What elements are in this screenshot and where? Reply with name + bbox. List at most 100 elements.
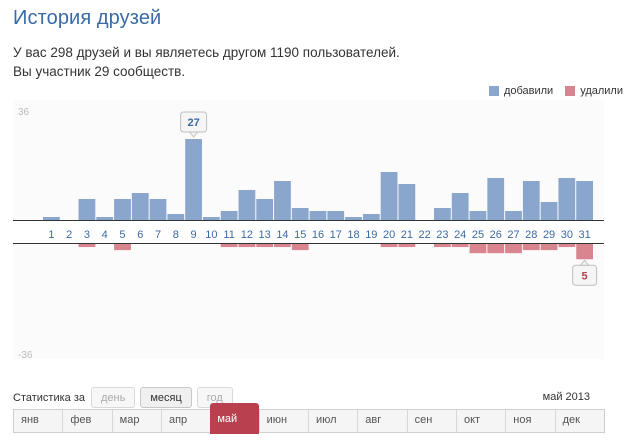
month-tab-oct[interactable]: окт — [455, 410, 506, 432]
month-tab-dec[interactable]: дек — [554, 410, 605, 432]
day-label-14: 14 — [276, 229, 288, 241]
day-label-7: 7 — [155, 229, 161, 241]
removed-bar-day-31 — [576, 244, 593, 260]
removed-bar-day-14 — [274, 244, 291, 248]
removed-bar-day-23 — [434, 244, 451, 248]
day-label-16: 16 — [312, 229, 324, 241]
added-bar-day-30 — [558, 178, 576, 220]
day-label-5: 5 — [119, 229, 125, 241]
day-label-6: 6 — [137, 229, 143, 241]
removed-bar-day-20 — [380, 244, 398, 248]
removed-bar-day-11 — [220, 244, 238, 248]
month-tab-mar[interactable]: мар — [111, 410, 161, 432]
day-label-4: 4 — [102, 229, 108, 241]
added-bar-day-15 — [291, 208, 309, 220]
added-bar-day-11 — [220, 211, 238, 220]
added-callout-pointer — [188, 131, 199, 138]
day-label-24: 24 — [454, 229, 466, 241]
period-day-button[interactable]: день — [91, 387, 136, 408]
legend-added-label: добавили — [503, 85, 554, 97]
added-bar-day-5 — [114, 199, 131, 220]
day-label-10: 10 — [205, 229, 217, 241]
period-month-button[interactable]: месяц — [140, 387, 192, 408]
day-label-11: 11 — [223, 229, 234, 241]
summary-friends-line: У вас 298 друзей и вы являетесь другом 1… — [13, 45, 400, 60]
month-tab-feb[interactable]: фев — [62, 410, 112, 432]
day-label-26: 26 — [490, 229, 502, 241]
removed-bar-day-21 — [398, 244, 416, 248]
month-tab-aug[interactable]: авг — [357, 410, 407, 432]
added-bar-day-9 — [185, 139, 202, 220]
y-max-label: 36 — [18, 107, 30, 118]
legend-removed-swatch — [565, 86, 576, 96]
removed-callout-value: 5 — [582, 270, 588, 282]
removed-bar-day-26 — [487, 244, 505, 254]
added-bar-day-21 — [398, 184, 416, 220]
friends-history-chart: 36-361 2 3 4 5 6 7 8 9 10 11 12 13 14 15 16 17 18 19 20 21 22… — [13, 100, 604, 361]
day-label-28: 28 — [525, 229, 537, 241]
day-label-29: 29 — [543, 229, 555, 241]
removed-callout-pointer — [579, 259, 590, 266]
day-label-30: 30 — [561, 229, 573, 241]
period-year-button[interactable]: год — [196, 387, 233, 408]
stats-period-selector: Статистика за день месяц год — [13, 387, 238, 408]
removed-bar-day-24 — [451, 244, 469, 248]
added-bar-day-23 — [434, 208, 451, 220]
added-bar-day-4 — [96, 217, 114, 220]
month-tab-jan[interactable]: янв — [13, 410, 63, 432]
month-tab-sep[interactable]: сен — [406, 410, 456, 432]
added-bar-day-13 — [256, 199, 274, 220]
removed-bar-day-15 — [291, 244, 309, 251]
page-title: История друзей — [13, 7, 162, 29]
day-label-18: 18 — [347, 229, 359, 241]
added-bar-day-24 — [451, 193, 469, 220]
month-tab-jun[interactable]: июн — [258, 410, 308, 432]
day-label-13: 13 — [259, 229, 271, 241]
legend-removed-label: удалили — [580, 85, 623, 97]
month-tab-jul[interactable]: июл — [307, 410, 358, 432]
day-label-21: 21 — [401, 229, 413, 241]
day-label-17: 17 — [330, 229, 342, 241]
added-callout-value: 27 — [187, 117, 199, 129]
chart-plot-area-bottom — [13, 243, 604, 359]
added-bar-day-14 — [274, 181, 291, 220]
y-min-label: -36 — [18, 350, 33, 361]
month-tab-may[interactable]: май — [210, 403, 259, 434]
day-label-9: 9 — [191, 229, 197, 241]
day-label-27: 27 — [507, 229, 519, 241]
removed-bar-day-30 — [558, 244, 576, 248]
added-bar-day-3 — [78, 199, 96, 220]
removed-bar-day-27 — [505, 244, 522, 254]
added-bar-day-16 — [309, 211, 327, 220]
added-bar-day-10 — [202, 217, 220, 220]
added-bar-day-1 — [43, 217, 60, 220]
legend-added-swatch — [488, 86, 499, 96]
day-label-12: 12 — [241, 229, 253, 241]
legend-added[interactable]: добавили — [488, 85, 554, 97]
day-label-25: 25 — [472, 229, 484, 241]
month-tab-nov[interactable]: ноя — [505, 410, 555, 432]
removed-bar-day-5 — [114, 244, 131, 251]
day-label-23: 23 — [436, 229, 448, 241]
chart-plot-area-top — [13, 100, 604, 220]
added-bar-day-28 — [522, 181, 540, 220]
day-label-3: 3 — [84, 229, 90, 241]
removed-bar-day-25 — [469, 244, 487, 254]
legend-removed[interactable]: удалили — [565, 85, 623, 97]
day-label-31: 31 — [578, 229, 590, 241]
summary-communities-line: Вы участник 29 сообществ. — [13, 64, 186, 79]
day-label-15: 15 — [294, 229, 306, 241]
stats-label: Статистика за — [13, 391, 85, 404]
month-tab-apr[interactable]: апр — [160, 410, 211, 432]
removed-bar-day-13 — [256, 244, 274, 248]
added-bar-day-12 — [238, 190, 256, 220]
removed-bar-day-28 — [522, 244, 540, 251]
day-label-1: 1 — [48, 229, 54, 241]
added-bar-day-7 — [149, 199, 167, 220]
day-label-19: 19 — [365, 229, 377, 241]
added-bar-day-8 — [167, 214, 185, 220]
added-bar-day-17 — [327, 211, 345, 220]
added-bar-day-27 — [505, 211, 522, 220]
added-bar-day-18 — [345, 217, 362, 220]
chart-legend: добавили удалили — [477, 85, 623, 97]
